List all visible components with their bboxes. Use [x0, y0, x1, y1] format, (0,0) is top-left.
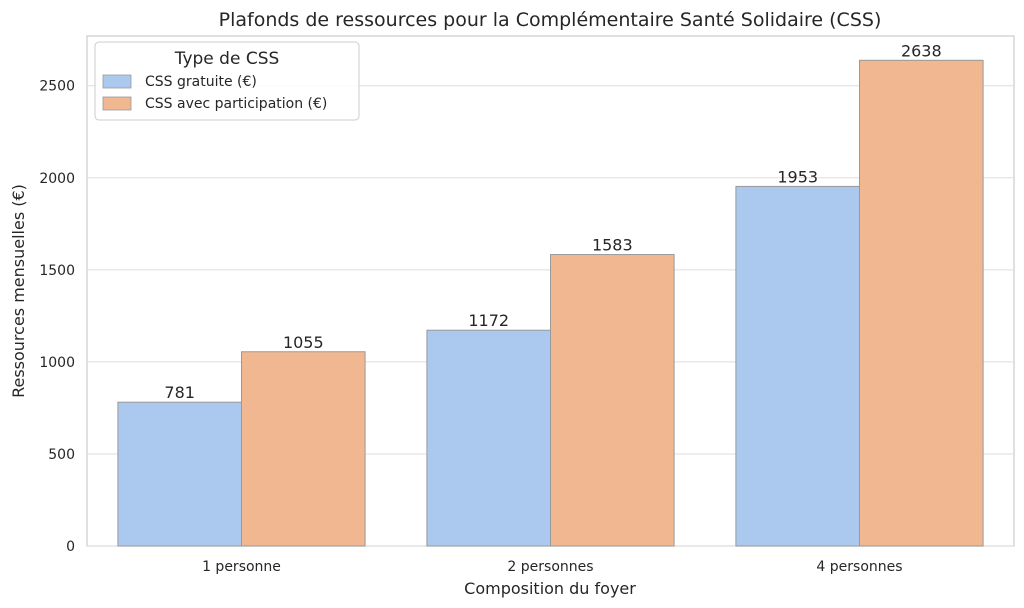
legend-label-css-avec-participation: CSS avec participation (€) [145, 96, 327, 112]
bar-value-label: 1172 [468, 311, 509, 330]
y-tick-label: 1500 [39, 263, 75, 279]
bar-value-label: 1583 [592, 236, 633, 255]
y-tick-label: 2000 [39, 171, 75, 187]
bar-value-label: 2638 [901, 41, 942, 60]
bar-value-label: 1953 [777, 167, 818, 186]
x-tick-label: 2 personnes [507, 559, 593, 575]
bar-1-personne-css-avec-participation [241, 351, 366, 547]
bar-value-label: 1055 [283, 333, 324, 352]
legend-swatch-css-gratuite [102, 74, 132, 89]
legend-label-css-gratuite: CSS gratuite (€) [145, 74, 257, 90]
x-axis-label: Composition du foyer [464, 579, 636, 598]
legend-swatch-css-avec-participation [102, 96, 132, 111]
bars [117, 59, 984, 547]
y-tick-label: 500 [48, 447, 75, 463]
y-tick-label: 2500 [39, 79, 75, 95]
chart-title: Plafonds de ressources pour la Complémen… [219, 9, 882, 31]
bar-value-label: 781 [164, 383, 195, 402]
y-tick-label: 1000 [39, 355, 75, 371]
legend-box [94, 41, 360, 121]
x-tick-label: 4 personnes [816, 559, 902, 575]
bar-labels: 781 1055 1172 1583 1953 2638 [164, 41, 941, 402]
y-tick-labels: 0 500 1000 1500 2000 2500 [39, 79, 75, 555]
bar-4-personnes-css-gratuite [735, 185, 861, 547]
x-tick-labels: 1 personne 2 personnes 4 personnes [202, 559, 902, 575]
bar-1-personne-css-gratuite [117, 401, 242, 547]
legend: Type de CSS CSS gratuite (€) CSS avec pa… [94, 41, 360, 121]
x-tick-label: 1 personne [202, 559, 281, 575]
y-axis-label: Ressources mensuelles (€) [9, 184, 28, 398]
bar-2-personnes-css-gratuite [426, 329, 551, 547]
y-tick-label: 0 [66, 539, 75, 555]
bar-4-personnes-css-avec-participation [859, 59, 984, 547]
legend-title: Type de CSS [174, 49, 280, 69]
bar-2-personnes-css-avec-participation [550, 254, 675, 547]
